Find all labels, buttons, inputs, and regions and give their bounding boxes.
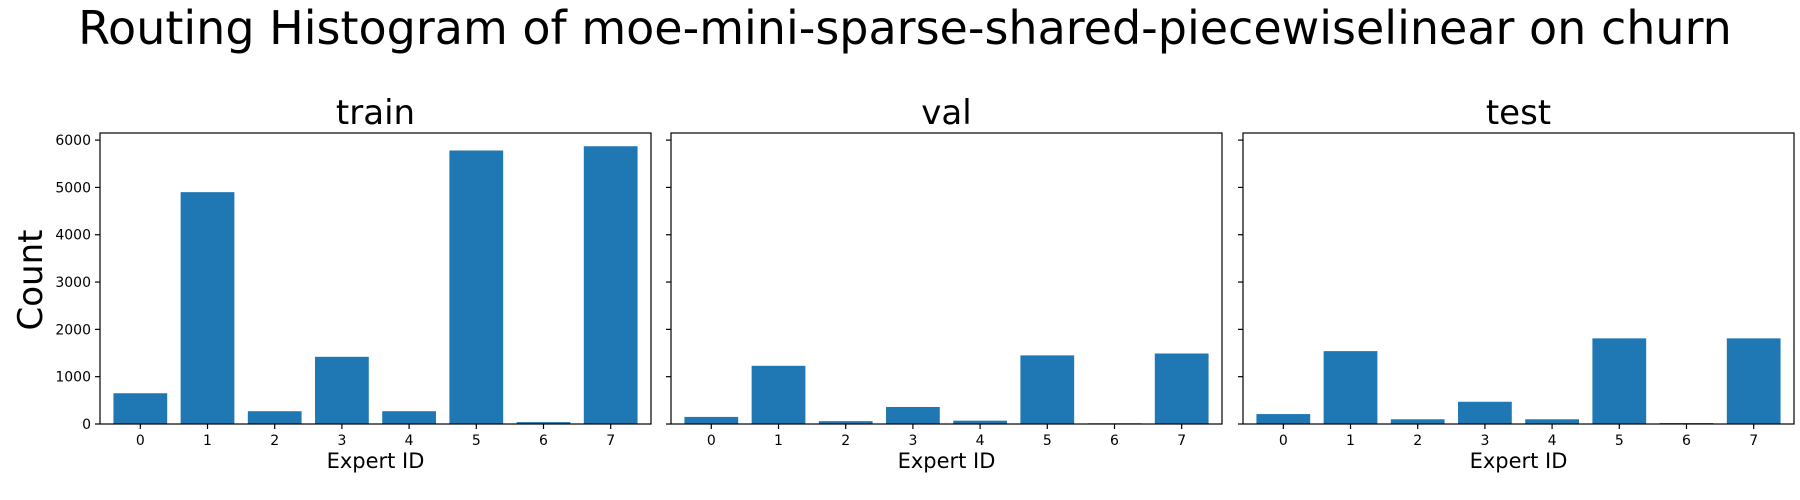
x-tick-label-test-5: 5 bbox=[1615, 433, 1624, 449]
x-tick-label-val-5: 5 bbox=[1043, 433, 1052, 449]
x-tick-label-test-7: 7 bbox=[1749, 433, 1758, 449]
axes-frame-test bbox=[1242, 132, 1795, 425]
y-tick-label-5000: 5000 bbox=[55, 180, 91, 196]
panels: 0 1 2 3 4 5 6 7 0 1000 2000 3000 4000 5000 6000 train Ex… bbox=[55, 93, 1795, 473]
bar-test-expert-7 bbox=[1726, 338, 1781, 424]
bar-val-expert-0 bbox=[684, 416, 739, 424]
x-tick-label-val-7: 7 bbox=[1177, 433, 1186, 449]
x-axis-label-test: Expert ID bbox=[1470, 449, 1568, 473]
x-tick-label-train-7: 7 bbox=[606, 433, 615, 449]
bar-train-expert-7 bbox=[583, 146, 638, 424]
x-axis-label-train: Expert ID bbox=[327, 449, 425, 473]
bar-test-expert-4 bbox=[1525, 419, 1579, 424]
bar-val-expert-3 bbox=[886, 406, 940, 424]
x-tick-label-test-4: 4 bbox=[1548, 433, 1557, 449]
bar-train-expert-1 bbox=[180, 192, 235, 424]
x-tick-label-val-0: 0 bbox=[707, 433, 716, 449]
bar-test-expert-1 bbox=[1323, 351, 1378, 424]
y-tick-label-2000: 2000 bbox=[55, 322, 91, 338]
x-tick-label-val-4: 4 bbox=[976, 433, 985, 449]
x-tick-label-val-6: 6 bbox=[1110, 433, 1119, 449]
panel-test: 0 1 2 3 4 5 6 7 test Expert ID bbox=[1238, 93, 1795, 473]
x-tick-label-test-2: 2 bbox=[1413, 433, 1422, 449]
panel-val: 0 1 2 3 4 5 6 7 val Expert ID bbox=[666, 93, 1223, 473]
x-tick-label-val-2: 2 bbox=[841, 433, 850, 449]
x-tick-label-test-6: 6 bbox=[1682, 433, 1691, 449]
bar-val-expert-4 bbox=[953, 420, 1007, 424]
bar-test-expert-2 bbox=[1390, 419, 1445, 424]
x-tick-label-train-3: 3 bbox=[337, 433, 346, 449]
x-tick-label-test-1: 1 bbox=[1346, 433, 1355, 449]
x-tick-label-test-3: 3 bbox=[1480, 433, 1489, 449]
bar-val-expert-1 bbox=[751, 365, 806, 424]
x-tick-label-train-6: 6 bbox=[539, 433, 548, 449]
bar-val-expert-2 bbox=[818, 421, 873, 424]
panel-title-train: train bbox=[336, 93, 415, 133]
bar-train-expert-5 bbox=[449, 150, 504, 424]
bar-train-expert-3 bbox=[315, 356, 369, 424]
bar-test-expert-5 bbox=[1592, 338, 1647, 424]
y-tick-label-3000: 3000 bbox=[55, 275, 91, 291]
y-tick-label-1000: 1000 bbox=[55, 370, 91, 386]
x-tick-label-train-0: 0 bbox=[136, 433, 145, 449]
bar-val-expert-7 bbox=[1154, 353, 1209, 424]
axes-frame-val bbox=[670, 132, 1223, 425]
x-tick-label-train-2: 2 bbox=[270, 433, 279, 449]
bar-train-expert-4 bbox=[382, 411, 436, 424]
x-tick-label-train-4: 4 bbox=[405, 433, 414, 449]
bar-train-expert-2 bbox=[247, 411, 302, 424]
x-tick-label-train-1: 1 bbox=[203, 433, 212, 449]
panel-title-val: val bbox=[921, 93, 971, 133]
panel-train: 0 1 2 3 4 5 6 7 0 1000 2000 3000 4000 5000 6000 train Ex… bbox=[55, 93, 652, 473]
x-axis-label-val: Expert ID bbox=[898, 449, 996, 473]
bar-test-expert-3 bbox=[1458, 401, 1512, 424]
y-tick-label-4000: 4000 bbox=[55, 228, 91, 244]
y-axis-label: Count bbox=[11, 230, 51, 331]
x-tick-label-train-5: 5 bbox=[472, 433, 481, 449]
y-tick-label-6000: 6000 bbox=[55, 133, 91, 149]
bar-train-expert-6 bbox=[516, 422, 571, 424]
panel-title-test: test bbox=[1486, 93, 1551, 133]
x-tick-label-test-0: 0 bbox=[1279, 433, 1288, 449]
bar-train-expert-0 bbox=[113, 393, 168, 424]
y-tick-label-0: 0 bbox=[82, 417, 91, 433]
x-tick-label-val-1: 1 bbox=[774, 433, 783, 449]
figure-suptitle: Routing Histogram of moe-mini-sparse-sha… bbox=[78, 1, 1732, 55]
axes-frame-train bbox=[99, 132, 652, 425]
bar-test-expert-0 bbox=[1256, 414, 1311, 424]
bar-val-expert-5 bbox=[1020, 355, 1075, 424]
x-tick-label-val-3: 3 bbox=[908, 433, 917, 449]
